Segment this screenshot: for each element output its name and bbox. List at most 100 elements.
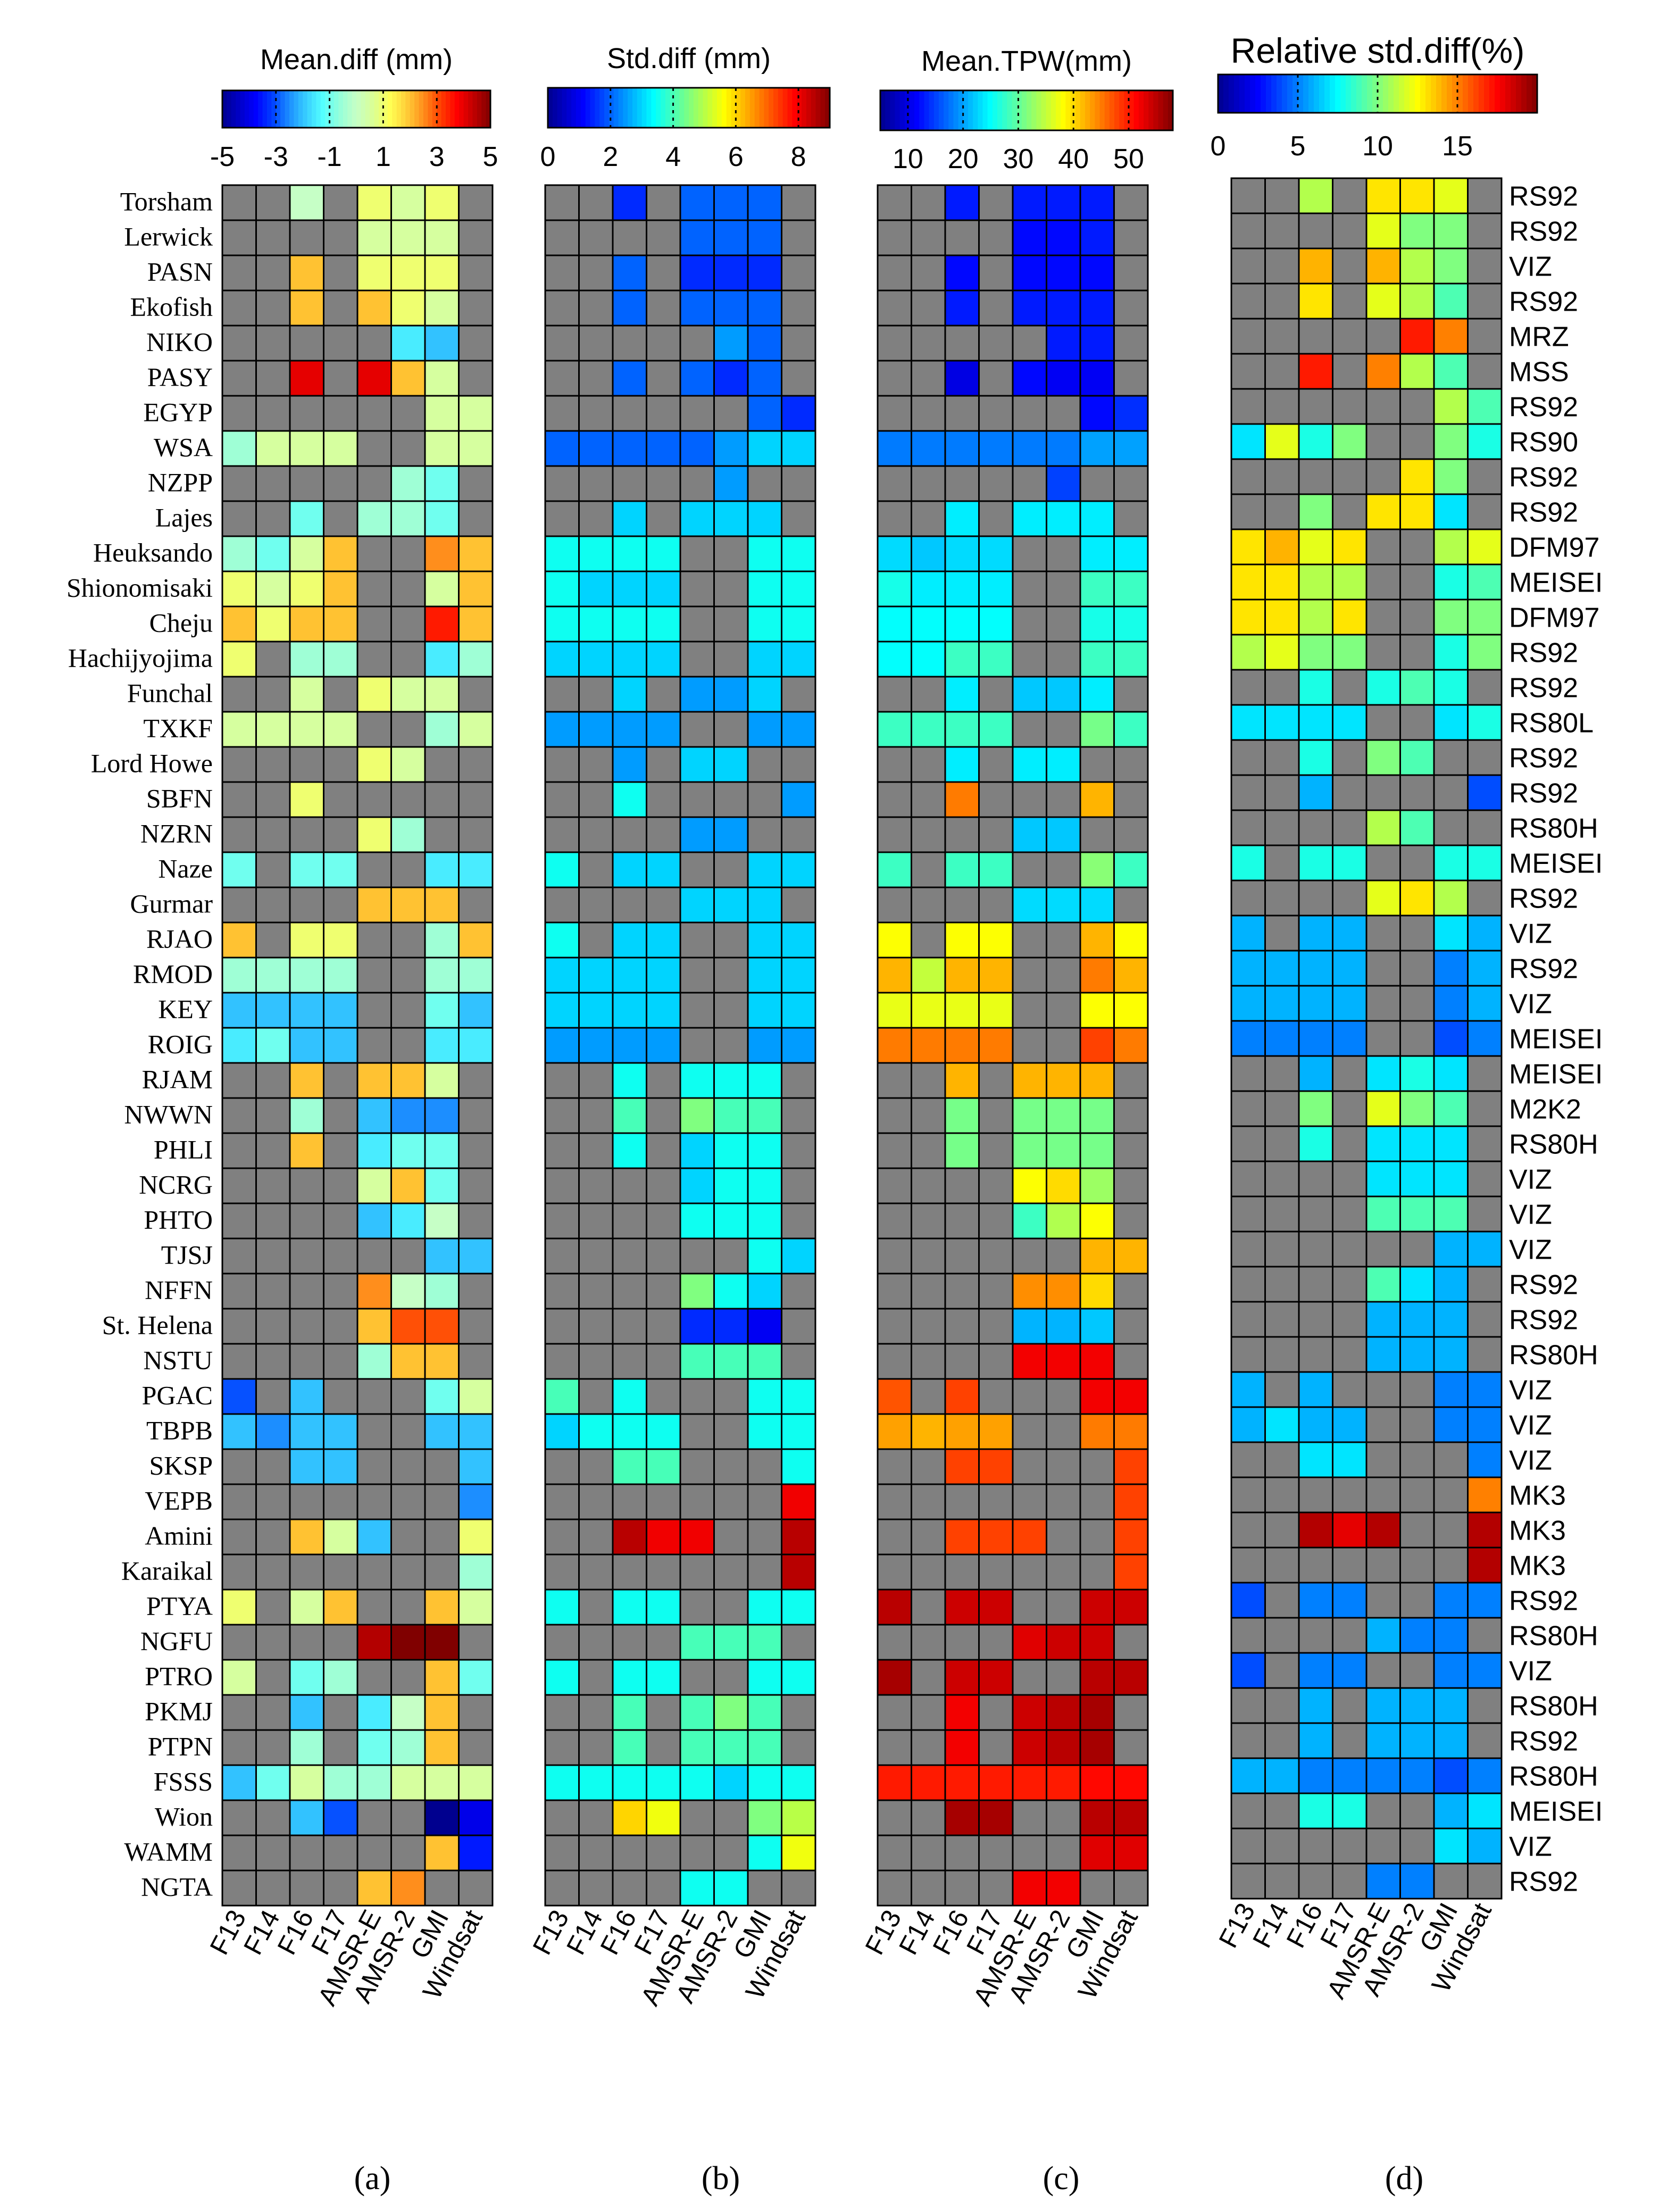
heatmap-cell <box>356 254 392 292</box>
heatmap-cell <box>221 1764 257 1801</box>
heatmap-cell <box>781 219 816 256</box>
heatmap-cell <box>1433 1687 1469 1724</box>
heatmap-cell <box>544 1378 580 1415</box>
heatmap-cell <box>221 816 257 853</box>
heatmap-cell <box>747 1553 782 1591</box>
colorbar-tick-label: -1 <box>317 142 341 172</box>
heatmap-cell <box>1079 1167 1115 1204</box>
heatmap-cell <box>544 711 580 748</box>
heatmap-cell <box>1079 1483 1115 1520</box>
heatmap-cell <box>356 851 392 888</box>
heatmap-cell <box>1230 1195 1266 1233</box>
heatmap-cell <box>646 535 681 572</box>
heatmap-cell <box>679 886 715 924</box>
heatmap-cell <box>1113 1624 1149 1661</box>
heatmap-cell <box>781 254 816 292</box>
radiosonde-label: RS92 <box>1509 1866 1578 1897</box>
colorbar-stripe <box>885 90 891 130</box>
heatmap-cell <box>356 1378 392 1415</box>
heatmap-cell <box>390 816 426 853</box>
colorbar-stripe <box>919 90 925 130</box>
heatmap-cell <box>1332 1195 1368 1233</box>
colorbar-stripe <box>361 90 366 128</box>
heatmap-cell <box>679 1202 715 1240</box>
colorbar-stripe <box>580 88 586 128</box>
heatmap-cell <box>1264 528 1300 566</box>
heatmap-cell <box>1230 177 1266 214</box>
heatmap-cell <box>1399 739 1435 776</box>
heatmap-cell <box>1332 704 1368 741</box>
heatmap-cell <box>612 1378 647 1415</box>
heatmap-cell <box>578 1589 614 1626</box>
heatmap-cell <box>578 1869 614 1907</box>
colorbar-stripe <box>802 88 807 128</box>
heatmap-cell <box>713 289 749 327</box>
heatmap-cell <box>255 1343 291 1380</box>
heatmap-cell <box>578 1378 614 1415</box>
heatmap-cell <box>1113 746 1149 783</box>
colorbar-stripe <box>1468 74 1474 113</box>
heatmap-cell <box>1230 879 1266 917</box>
colorbar-stripe <box>987 90 993 130</box>
heatmap-cell <box>944 1624 980 1661</box>
colorbar: 0 5 10 15 <box>1211 73 1538 162</box>
heatmap-cell <box>944 500 980 537</box>
heatmap-cell <box>877 816 912 853</box>
heatmap-cell <box>544 570 580 608</box>
heatmap-cell <box>323 1764 358 1801</box>
heatmap-cell <box>458 816 494 853</box>
heatmap-cell <box>646 570 681 608</box>
colorbar-stripe <box>552 88 558 128</box>
heatmap-cell <box>221 1869 257 1907</box>
heatmap-cell <box>1365 985 1401 1022</box>
heatmap-cell <box>255 1202 291 1240</box>
heatmap-cell <box>1433 739 1469 776</box>
heatmap-cell <box>578 1132 614 1169</box>
heatmap-cell <box>1467 177 1503 214</box>
heatmap-cell <box>1012 605 1047 643</box>
heatmap-cell <box>221 1378 257 1415</box>
heatmap-cell <box>944 1167 980 1204</box>
colorbar-stripe <box>1383 74 1389 113</box>
colorbar-stripe <box>1070 90 1076 130</box>
heatmap-cell <box>1264 774 1300 811</box>
heatmap-cell <box>1113 1589 1149 1626</box>
heatmap-cell <box>713 430 749 467</box>
heatmap-cell <box>390 921 426 959</box>
heatmap-cell <box>978 1659 1014 1696</box>
heatmap-cell <box>356 1659 392 1696</box>
heatmap-cell <box>1012 1378 1047 1415</box>
heatmap-cell <box>458 1273 494 1310</box>
heatmap-cell <box>978 395 1014 432</box>
heatmap-cell <box>911 1343 946 1380</box>
heatmap-cell <box>1230 739 1266 776</box>
heatmap-cell <box>390 1869 426 1907</box>
heatmap-cell <box>1113 570 1149 608</box>
heatmap-cell <box>1230 388 1266 425</box>
heatmap-cell <box>747 1659 782 1696</box>
heatmap-cell <box>747 1167 782 1204</box>
heatmap-cell <box>1113 921 1149 959</box>
heatmap-cell <box>323 851 358 888</box>
heatmap-cell <box>1113 289 1149 327</box>
heatmap-cell <box>646 500 681 537</box>
colorbar-stripe <box>1431 74 1437 113</box>
heatmap-cell <box>1230 1546 1266 1584</box>
heatmap-cell <box>1433 423 1469 460</box>
heatmap-cell <box>544 1518 580 1556</box>
heatmap-cell <box>1365 177 1401 214</box>
heatmap-cell <box>1399 1687 1435 1724</box>
heatmap-cell <box>1332 1582 1368 1619</box>
heatmap-cell <box>424 1799 460 1836</box>
heatmap-cell <box>1079 1237 1115 1275</box>
heatmap-cell <box>221 1343 257 1380</box>
heatmap-cell <box>781 1483 816 1520</box>
radiosonde-label: RS92 <box>1509 497 1578 528</box>
colorbar-stripe <box>684 88 689 128</box>
heatmap-cell <box>612 1097 647 1134</box>
colorbar-stripe <box>792 88 797 128</box>
heatmap-cell <box>289 1308 324 1345</box>
heatmap-cell <box>1113 851 1149 888</box>
heatmap-cell <box>646 1869 681 1907</box>
heatmap-cell <box>944 1413 980 1450</box>
